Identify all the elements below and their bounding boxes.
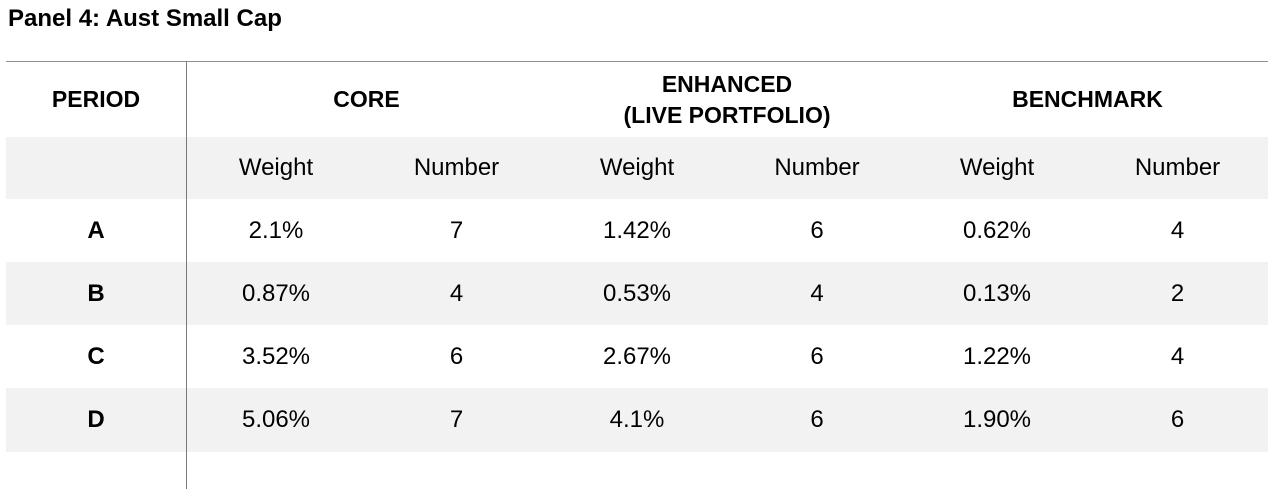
cell-benchmark-weight: 0.62% (962, 216, 1032, 244)
cell-benchmark-number: 4 (1170, 216, 1185, 244)
period-column-divider (186, 61, 187, 489)
subheader-row: Weight Number Weight Number Weight Numbe… (6, 137, 1268, 199)
subheader-benchmark-weight: Weight (959, 154, 1035, 181)
cell-benchmark-number: 4 (1170, 342, 1185, 370)
subheader-benchmark-number: Number (1134, 154, 1221, 181)
row-period: C (87, 342, 105, 370)
table-top-rule (6, 61, 1268, 62)
header-core: CORE (333, 86, 400, 112)
header-enhanced-line1: ENHANCED (661, 70, 793, 97)
subheader-core-number: Number (413, 154, 500, 181)
cell-core-number: 7 (449, 406, 464, 433)
cell-benchmark-weight: 1.90% (962, 406, 1032, 433)
subheader-enhanced-weight: Weight (599, 154, 675, 181)
cell-core-weight: 2.1% (248, 216, 304, 244)
cell-benchmark-weight: 1.22% (962, 342, 1032, 370)
header-enhanced-line2: (LIVE PORTFOLIO) (623, 101, 831, 128)
cell-enhanced-weight: 1.42% (602, 216, 672, 244)
table-row: B 0.87% 4 0.53% 4 0.13% 2 (6, 262, 1268, 325)
row-period: D (87, 406, 105, 433)
table-row: C 3.52% 6 2.67% 6 1.22% 4 (6, 325, 1268, 388)
cell-core-weight: 0.87% (241, 279, 311, 307)
cell-enhanced-weight: 4.1% (609, 406, 665, 433)
header-period: PERIOD (51, 86, 141, 112)
cell-core-number: 6 (449, 342, 464, 370)
header-enhanced: ENHANCED (LIVE PORTFOLIO) (547, 62, 907, 137)
cell-benchmark-weight: 0.13% (962, 279, 1032, 307)
cell-benchmark-number: 6 (1170, 406, 1185, 433)
panel-title: Panel 4: Aust Small Cap (8, 5, 282, 32)
table-row: D 5.06% 7 4.1% 6 1.90% 6 (6, 388, 1268, 452)
table-row: A 2.1% 7 1.42% 6 0.62% 4 (6, 199, 1268, 262)
cell-core-number: 4 (449, 279, 464, 307)
cell-enhanced-weight: 2.67% (602, 342, 672, 370)
cell-enhanced-weight: 0.53% (602, 279, 672, 307)
cell-core-weight: 3.52% (241, 342, 311, 370)
cell-core-number: 7 (449, 216, 464, 244)
cell-enhanced-number: 4 (810, 279, 824, 307)
row-period: B (87, 279, 105, 307)
cell-core-weight: 5.06% (241, 406, 311, 433)
cell-enhanced-number: 6 (810, 216, 824, 244)
cell-enhanced-number: 6 (810, 342, 824, 370)
cell-benchmark-number: 2 (1170, 279, 1185, 307)
subheader-core-weight: Weight (238, 154, 314, 181)
header-benchmark: BENCHMARK (1012, 86, 1163, 112)
cell-enhanced-number: 6 (810, 406, 824, 433)
subheader-enhanced-number: Number (774, 154, 860, 181)
row-period: A (87, 216, 105, 244)
